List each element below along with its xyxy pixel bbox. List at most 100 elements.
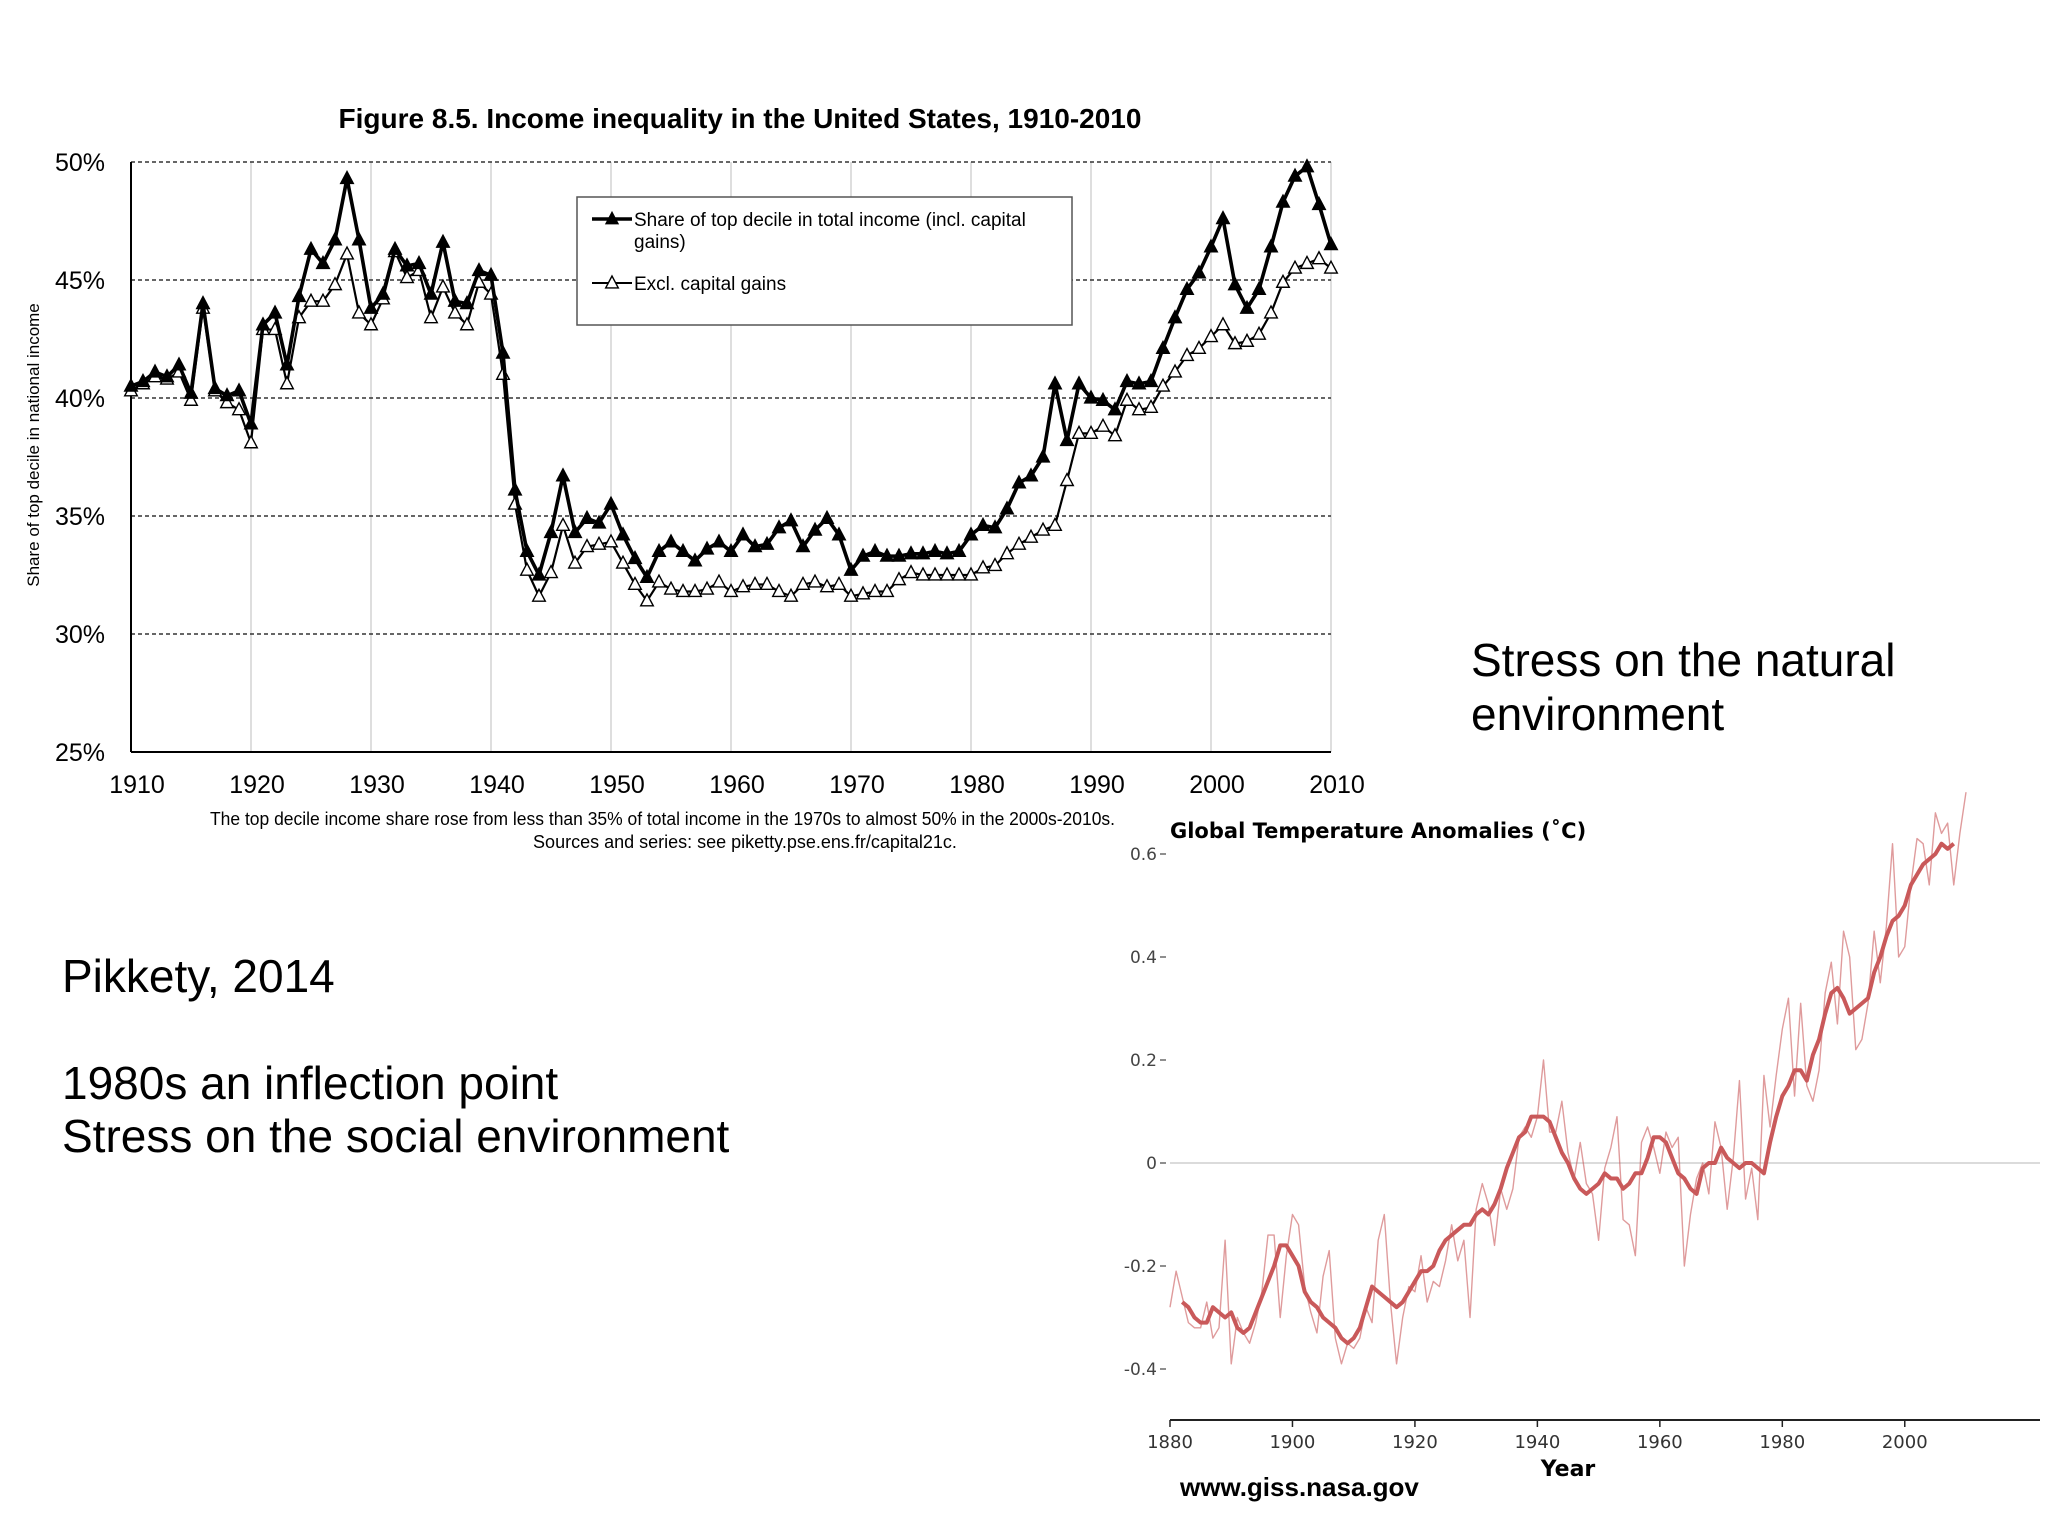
data-point-incl [1323, 236, 1339, 251]
temp-y-tick-label: -0.2 [1124, 1257, 1157, 1277]
data-point-excl [639, 592, 655, 607]
data-point-excl [795, 575, 811, 591]
data-point-incl [363, 299, 379, 314]
data-point-incl [1287, 167, 1303, 182]
data-point-excl [1191, 339, 1207, 355]
data-point-excl [303, 292, 319, 307]
data-point-incl [315, 254, 331, 270]
temp-y-tick-label: 0.4 [1130, 948, 1157, 968]
data-point-incl [1179, 280, 1195, 296]
temp-y-tick-label: 0.2 [1130, 1051, 1157, 1071]
data-point-incl [375, 285, 391, 300]
data-point-incl [207, 380, 223, 395]
data-point-incl [879, 547, 895, 562]
data-point-incl [1239, 299, 1255, 314]
data-point-excl [891, 571, 907, 586]
data-point-excl [1083, 424, 1099, 439]
data-point-incl [699, 540, 715, 555]
data-point-excl [711, 573, 727, 588]
y-tick-label: 30% [55, 621, 105, 649]
data-point-incl [603, 495, 619, 510]
data-point-incl [999, 500, 1015, 515]
inflection-point-text: 1980s an inflection point [62, 1057, 559, 1109]
data-point-excl [183, 391, 199, 406]
data-point-excl [1119, 391, 1135, 406]
data-point-incl [1215, 210, 1231, 225]
data-point-incl [915, 545, 931, 560]
data-point-excl [555, 516, 571, 532]
data-point-incl [267, 304, 283, 319]
data-point-incl [675, 542, 691, 557]
data-point-incl [1011, 474, 1027, 489]
data-point-incl [1083, 389, 1099, 404]
data-point-incl [519, 542, 535, 557]
data-point-incl [1047, 375, 1063, 390]
data-point-incl [1227, 276, 1243, 291]
data-point-excl [627, 575, 643, 591]
data-point-excl [963, 566, 979, 581]
data-point-incl [651, 542, 667, 557]
data-point-excl [243, 434, 259, 449]
data-point-incl [1071, 375, 1087, 390]
data-point-excl [363, 316, 379, 331]
data-point-incl [771, 519, 787, 534]
data-point-excl [675, 583, 691, 598]
data-point-excl [1275, 273, 1291, 288]
data-point-excl [771, 583, 787, 598]
data-point-excl [1095, 417, 1111, 432]
data-point-excl [987, 557, 1003, 572]
data-point-excl [843, 587, 859, 602]
data-point-excl [519, 561, 535, 576]
data-point-excl [459, 316, 475, 331]
data-point-incl [1299, 158, 1315, 173]
temp-x-tick-label: 1960 [1637, 1432, 1683, 1453]
temp-x-tick-label: 1880 [1147, 1432, 1193, 1453]
data-point-incl [411, 254, 427, 270]
data-point-excl [231, 401, 247, 416]
data-point-incl [339, 170, 355, 185]
x-tick-label: 1960 [709, 771, 765, 799]
data-point-excl [351, 304, 367, 319]
social-environment-text: Stress on the social environment [62, 1110, 730, 1162]
data-point-incl [927, 542, 943, 557]
data-point-incl [555, 467, 571, 482]
data-point-incl [1119, 372, 1135, 388]
legend-label-excl: Excl. capital gains [634, 274, 786, 295]
data-point-excl [831, 575, 847, 591]
data-point-excl [1311, 250, 1327, 265]
data-point-incl [1095, 391, 1111, 406]
data-point-excl [651, 573, 667, 588]
temp-series-5yr-mean [1180, 841, 1956, 1346]
data-point-excl [1011, 535, 1027, 550]
data-point-incl [435, 233, 451, 248]
data-point-excl [1263, 304, 1279, 319]
data-point-incl [471, 262, 487, 277]
data-point-excl [1167, 363, 1183, 378]
data-point-excl [1215, 316, 1231, 331]
data-point-incl [1263, 238, 1279, 253]
data-point-incl [1191, 264, 1207, 279]
data-point-incl [279, 356, 295, 371]
y-tick-label: 25% [55, 739, 105, 767]
data-point-excl [219, 394, 235, 409]
data-point-excl [435, 278, 451, 293]
data-point-incl [615, 526, 631, 541]
x-tick-label: 1930 [349, 771, 405, 799]
data-point-excl [531, 587, 547, 602]
x-tick-label: 1950 [589, 771, 645, 799]
data-point-incl [747, 538, 763, 553]
legend-box [576, 196, 1073, 326]
data-point-incl [387, 240, 403, 255]
data-point-incl [639, 568, 655, 583]
data-point-excl [1203, 328, 1219, 343]
x-tick-label: 2010 [1309, 771, 1365, 799]
data-point-incl [1311, 195, 1327, 211]
temp-chart-title: Global Temperature Anomalies (˚C) [1170, 819, 1586, 843]
data-point-excl [279, 375, 295, 390]
data-point-incl [171, 356, 187, 371]
data-point-excl [1035, 521, 1051, 536]
data-point-excl [447, 304, 463, 319]
data-point-excl [903, 564, 919, 579]
source-url: www.giss.nasa.gov [1180, 1472, 1419, 1502]
temp-y-tick-label: 0.6 [1130, 845, 1157, 865]
